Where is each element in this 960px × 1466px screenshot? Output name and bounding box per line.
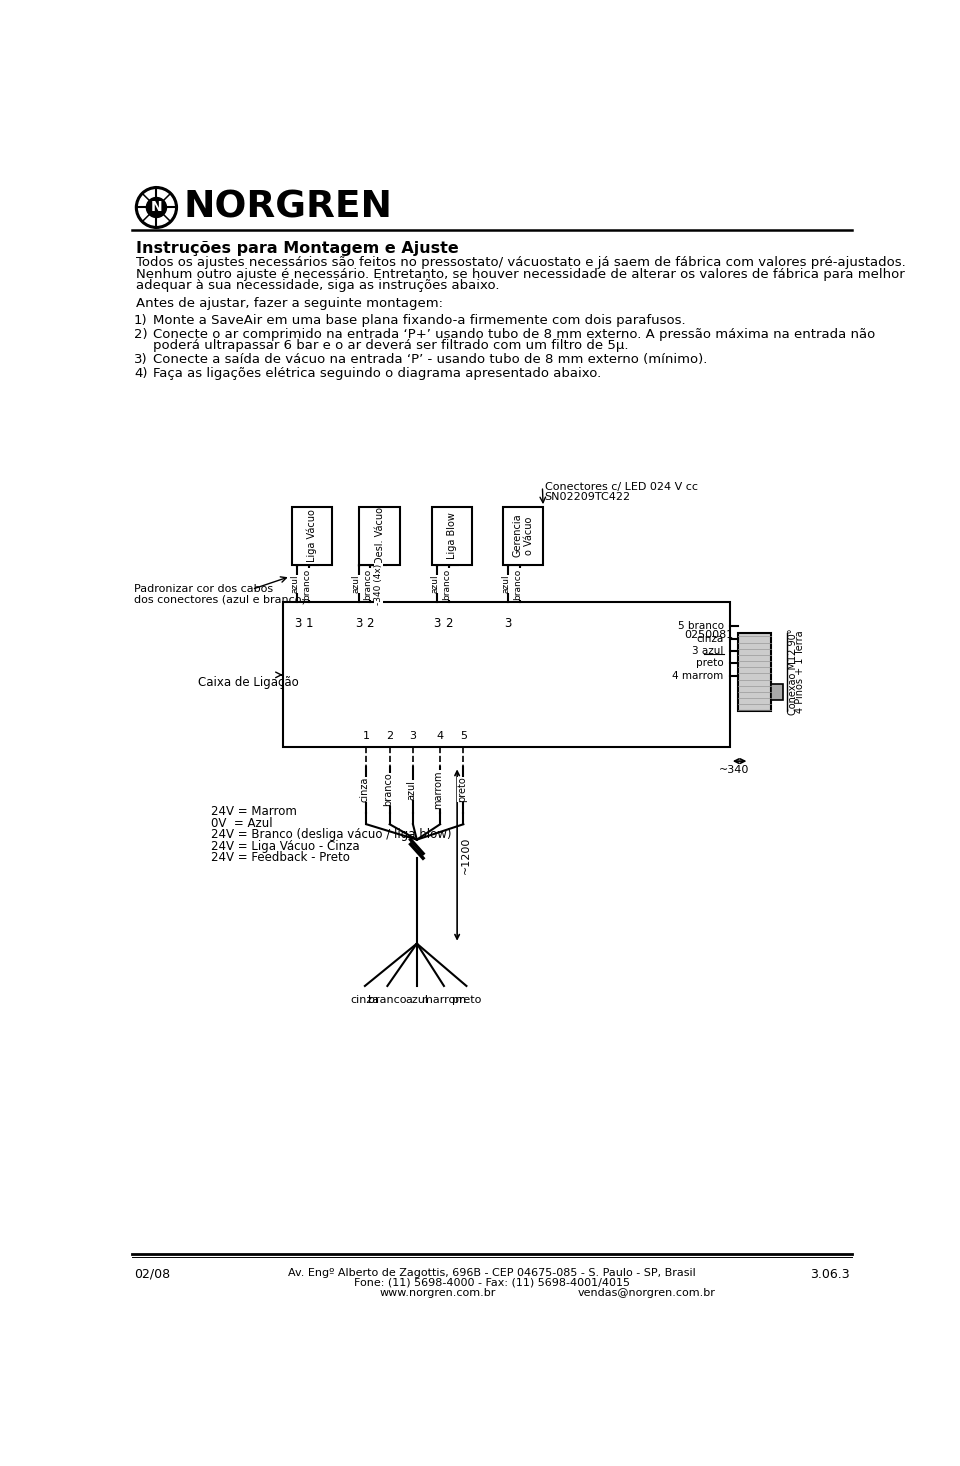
Text: azul: azul	[405, 995, 428, 1006]
Text: Fone: (11) 5698-4000 - Fax: (11) 5698-4001/4015: Fone: (11) 5698-4000 - Fax: (11) 5698-40…	[354, 1278, 630, 1287]
Text: 4 marrom: 4 marrom	[672, 670, 724, 680]
Text: Av. Engº Alberto de Zagottis, 696B - CEP 04675-085 - S. Paulo - SP, Brasil: Av. Engº Alberto de Zagottis, 696B - CEP…	[288, 1268, 696, 1278]
Text: cinza: cinza	[350, 995, 379, 1006]
Text: azul: azul	[501, 575, 511, 594]
Text: 1: 1	[305, 617, 313, 630]
Text: Padronizar cor dos cabos: Padronizar cor dos cabos	[134, 583, 273, 594]
Text: poderá ultrapassar 6 bar e o ar deverá ser filtrado com um filtro de 5μ.: poderá ultrapassar 6 bar e o ar deverá s…	[153, 339, 628, 352]
Text: 2: 2	[444, 617, 452, 630]
Text: Caixa de Ligação: Caixa de Ligação	[198, 676, 299, 689]
Text: branco: branco	[363, 569, 372, 600]
Text: Gerencia
o Vácuo: Gerencia o Vácuo	[513, 513, 534, 557]
Text: ~1200: ~1200	[461, 837, 471, 874]
Text: www.norgren.com.br: www.norgren.com.br	[379, 1287, 496, 1297]
Text: 3 azul: 3 azul	[692, 647, 724, 655]
Text: Faça as ligações elétrica seguindo o diagrama apresentado abaixo.: Faça as ligações elétrica seguindo o dia…	[153, 366, 601, 380]
Text: 3: 3	[505, 617, 512, 630]
Text: azul: azul	[430, 575, 439, 594]
Text: branco: branco	[442, 569, 451, 600]
Text: 4 Pinos + 1 Terra: 4 Pinos + 1 Terra	[796, 630, 805, 712]
Circle shape	[146, 198, 166, 217]
Text: preto: preto	[696, 658, 724, 668]
Text: 24V = Liga Vácuo - Cinza: 24V = Liga Vácuo - Cinza	[211, 840, 360, 853]
Text: azul: azul	[291, 575, 300, 594]
Bar	[771, 685, 782, 699]
Text: branco: branco	[368, 995, 407, 1006]
Text: preto: preto	[452, 995, 481, 1006]
Text: 1): 1)	[134, 314, 148, 327]
Text: 3: 3	[355, 617, 362, 630]
Circle shape	[135, 186, 178, 229]
Text: NORGREN: NORGREN	[183, 189, 393, 226]
Text: 0V  = Azul: 0V = Azul	[211, 817, 273, 830]
Text: dos conectores (azul e branco): dos conectores (azul e branco)	[134, 594, 306, 604]
Text: branco: branco	[302, 569, 311, 600]
Text: Desl. Vácuo: Desl. Vácuo	[374, 507, 385, 564]
Text: azul: azul	[406, 780, 417, 799]
Text: adequar à sua necessidade, siga as instruções abaixo.: adequar à sua necessidade, siga as instr…	[135, 279, 499, 292]
Text: Nenhum outro ajuste é necessário. Entretanto, se houver necessidade de alterar o: Nenhum outro ajuste é necessário. Entret…	[135, 268, 904, 280]
Text: -340 (4x): -340 (4x)	[374, 563, 383, 604]
Bar	[359, 507, 399, 564]
Text: 24V = Feedback - Preto: 24V = Feedback - Preto	[211, 852, 350, 865]
Text: Liga Blow: Liga Blow	[446, 512, 457, 559]
Circle shape	[138, 189, 175, 226]
Text: 2: 2	[366, 617, 373, 630]
Text: N: N	[151, 201, 162, 214]
Text: 3: 3	[294, 617, 301, 630]
Text: 3: 3	[410, 730, 417, 740]
Text: 5 branco: 5 branco	[678, 622, 724, 632]
Text: 02/08: 02/08	[134, 1268, 170, 1281]
Text: 3.06.3: 3.06.3	[810, 1268, 850, 1281]
Text: 24V = Branco (desliga vácuo / liga blow): 24V = Branco (desliga vácuo / liga blow)	[211, 828, 452, 841]
Text: branco: branco	[513, 569, 522, 600]
Text: 2: 2	[386, 730, 394, 740]
Text: 2): 2)	[134, 327, 148, 340]
Bar	[283, 601, 730, 748]
Text: Antes de ajustar, fazer a seguinte montagem:: Antes de ajustar, fazer a seguinte monta…	[135, 296, 443, 309]
Text: branco: branco	[383, 773, 394, 806]
Text: Conecte a saída de vácuo na entrada ‘P’ - usando tubo de 8 mm externo (mínimo).: Conecte a saída de vácuo na entrada ‘P’ …	[153, 353, 707, 366]
Text: SN02209TC422: SN02209TC422	[544, 493, 631, 503]
Text: 3: 3	[433, 617, 441, 630]
Text: Conectores c/ LED 024 V cc: Conectores c/ LED 024 V cc	[544, 482, 698, 493]
Text: ~340: ~340	[719, 765, 749, 776]
Text: Monte a SaveAir em uma base plana fixando-a firmemente com dois parafusos.: Monte a SaveAir em uma base plana fixand…	[153, 314, 685, 327]
Text: Liga Vácuo: Liga Vácuo	[307, 509, 318, 561]
Text: Instruções para Montagem e Ajuste: Instruções para Montagem e Ajuste	[135, 240, 458, 255]
Text: 5: 5	[460, 730, 467, 740]
Text: 24V = Marrom: 24V = Marrom	[211, 805, 298, 818]
Text: marrom: marrom	[434, 770, 444, 809]
Text: vendas@norgren.com.br: vendas@norgren.com.br	[577, 1287, 715, 1297]
Text: cinza: cinza	[360, 777, 370, 802]
Text: 1: 1	[363, 730, 370, 740]
Bar	[432, 507, 472, 564]
Bar	[737, 632, 771, 711]
Text: 4): 4)	[134, 366, 148, 380]
Text: 4: 4	[437, 730, 444, 740]
Text: Conecte o ar comprimido na entrada ‘P+’ usando tubo de 8 mm externo. A pressão m: Conecte o ar comprimido na entrada ‘P+’ …	[153, 327, 875, 340]
Bar	[292, 507, 332, 564]
Bar	[503, 507, 543, 564]
Text: Todos os ajustes necessários são feitos no pressostato/ vácuostato e já saem de : Todos os ajustes necessários são feitos …	[135, 257, 905, 268]
Text: preto: preto	[457, 777, 467, 802]
Text: 0250081: 0250081	[684, 630, 733, 641]
Text: 3): 3)	[134, 353, 148, 366]
Text: marrom: marrom	[421, 995, 466, 1006]
Text: cinza: cinza	[696, 633, 724, 644]
Text: Conexão M12 90°: Conexão M12 90°	[788, 629, 798, 715]
Text: azul: azul	[352, 575, 361, 594]
